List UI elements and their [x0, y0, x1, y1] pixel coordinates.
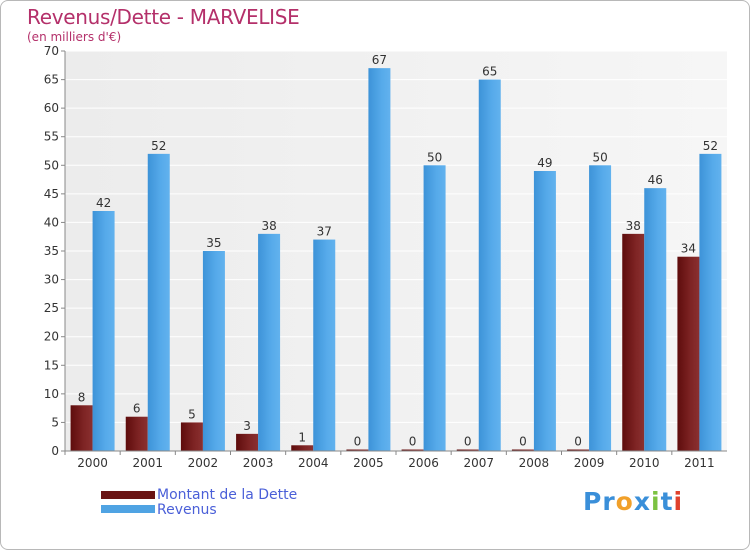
logo-letter: t: [660, 487, 674, 516]
y-tick-label: 60: [44, 101, 59, 115]
bar-dette: [70, 405, 93, 451]
logo-letter: i: [673, 487, 684, 516]
data-label-revenus: 49: [537, 156, 552, 170]
legend-label-revenus: Revenus: [157, 502, 217, 518]
data-label-revenus: 35: [206, 236, 221, 250]
data-label-revenus: 50: [592, 150, 607, 164]
y-tick-label: 25: [44, 301, 59, 315]
chart-title: Revenus/Dette - MARVELISE: [27, 5, 300, 29]
data-label-dette: 0: [464, 435, 472, 449]
bar-revenus: [699, 153, 722, 451]
x-tick-label: 2009: [574, 456, 605, 470]
y-tick-label: 45: [44, 187, 59, 201]
y-tick-label: 5: [51, 415, 59, 429]
chart-subtitle: (en milliers d'€): [27, 30, 122, 44]
data-label-revenus: 38: [261, 219, 276, 233]
y-tick-label: 55: [44, 130, 59, 144]
x-tick-label: 2007: [463, 456, 494, 470]
logo-letter: o: [615, 487, 634, 516]
y-tick-label: 65: [44, 73, 59, 87]
data-label-revenus: 37: [317, 225, 332, 239]
bar-revenus: [478, 79, 501, 452]
data-label-dette: 34: [681, 242, 696, 256]
data-label-revenus: 65: [482, 65, 497, 79]
bar-dette: [236, 433, 259, 451]
data-label-dette: 0: [354, 435, 362, 449]
data-label-revenus: 42: [96, 196, 111, 210]
y-tick-label: 35: [44, 244, 59, 258]
x-tick-label: 2010: [629, 456, 660, 470]
bar-dette: [291, 445, 314, 451]
data-label-dette: 6: [133, 402, 141, 416]
bar-revenus: [258, 233, 281, 451]
x-tick-label: 2011: [684, 456, 715, 470]
bar-revenus: [147, 153, 170, 451]
bar-revenus: [92, 211, 115, 451]
data-label-dette: 8: [78, 390, 86, 404]
y-tick-label: 70: [44, 44, 59, 58]
bar-dette: [125, 416, 148, 451]
bar-revenus: [533, 171, 556, 451]
data-label-revenus: 67: [372, 53, 387, 67]
logo-letter: P: [583, 487, 603, 516]
logo-letter: x: [633, 487, 651, 516]
data-label-revenus: 50: [427, 150, 442, 164]
x-tick-label: 2006: [408, 456, 439, 470]
x-tick-label: 2008: [519, 456, 550, 470]
data-label-dette: 3: [243, 419, 251, 433]
bar-dette: [180, 422, 203, 451]
bar-dette: [346, 449, 369, 451]
data-label-dette: 0: [574, 435, 582, 449]
data-label-dette: 1: [298, 430, 306, 444]
logo-letter: r: [602, 487, 616, 516]
y-tick-label: 40: [44, 215, 59, 229]
data-label-revenus: 46: [648, 173, 663, 187]
bar-dette: [401, 449, 424, 451]
y-tick-label: 20: [44, 330, 59, 344]
legend-label-dette: Montant de la Dette: [157, 487, 298, 503]
bar-revenus: [368, 68, 391, 452]
bar-dette: [567, 449, 590, 451]
bar-dette: [677, 256, 700, 451]
data-label-dette: 0: [519, 435, 527, 449]
bar-dette: [622, 233, 645, 451]
legend-swatch-dette: [101, 491, 155, 499]
x-tick-label: 2000: [77, 456, 108, 470]
y-tick-label: 30: [44, 273, 59, 287]
x-tick-label: 2005: [353, 456, 384, 470]
data-label-dette: 38: [626, 219, 641, 233]
bar-revenus: [589, 165, 612, 452]
x-tick-label: 2004: [298, 456, 329, 470]
y-tick-label: 50: [44, 158, 59, 172]
bar-revenus: [202, 251, 225, 451]
logo-letter: i: [651, 487, 661, 516]
data-label-revenus: 52: [151, 139, 166, 153]
data-label-revenus: 52: [703, 139, 718, 153]
bar-revenus: [313, 239, 336, 451]
bar-dette: [456, 449, 479, 451]
y-tick-label: 15: [44, 358, 59, 372]
x-tick-label: 2003: [243, 456, 274, 470]
data-label-dette: 5: [188, 407, 196, 421]
x-tick-label: 2002: [188, 456, 219, 470]
bar-dette: [511, 449, 534, 451]
bar-revenus: [423, 165, 446, 452]
y-tick-label: 0: [51, 444, 59, 458]
legend-swatch-revenus: [101, 505, 155, 513]
bar-revenus: [644, 188, 667, 451]
y-tick-label: 10: [44, 387, 59, 401]
data-label-dette: 0: [409, 435, 417, 449]
proxiti-logo: Proxiti: [583, 487, 683, 516]
x-tick-label: 2001: [132, 456, 163, 470]
